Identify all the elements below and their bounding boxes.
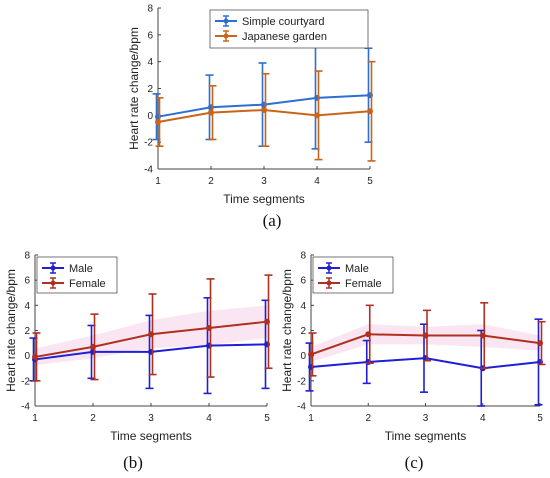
x-tick-label: 5	[264, 413, 270, 424]
legend: Simple courtyard Japanese garden	[209, 9, 369, 49]
data-point	[90, 343, 96, 350]
data-point	[261, 106, 267, 113]
legend-label: Female	[69, 278, 106, 290]
data-point	[308, 351, 314, 358]
chart-panel-1: -4 -2 0 2 4 6 8 1 2 3 4 5 Simple courtyard Japanese g…	[127, 4, 376, 230]
y-tick-label: 2	[24, 326, 30, 337]
x-axis-label: Time segments	[223, 192, 305, 206]
legend-box	[209, 9, 369, 49]
y-tick-label: 8	[147, 4, 153, 15]
series-2	[155, 60, 376, 162]
data-point	[365, 331, 372, 338]
panel-caption: (b)	[123, 453, 143, 472]
y-tick-label: 2	[300, 326, 306, 337]
data-point	[208, 109, 214, 116]
x-tick-label: 3	[261, 176, 267, 187]
legend-marker	[223, 18, 229, 24]
data-point	[148, 331, 154, 338]
y-axis-label: Heart rate change/bpm	[127, 27, 141, 150]
y-tick-label: 6	[24, 276, 30, 287]
x-tick-label: 1	[32, 413, 38, 424]
legend-label: Male	[345, 263, 369, 275]
y-tick-label: -4	[144, 165, 153, 176]
x-tick-label: 4	[314, 176, 320, 187]
y-tick-label: 0	[147, 111, 153, 122]
legend-marker	[50, 280, 56, 286]
y-axis-label: Heart rate change/bpm	[280, 269, 294, 392]
x-tick-label: 2	[90, 413, 96, 424]
legend: Male Female	[36, 256, 118, 294]
x-tick-label: 2	[365, 413, 371, 424]
y-tick-label: 2	[147, 84, 153, 95]
legend-marker	[223, 33, 229, 39]
legend-marker	[50, 265, 56, 271]
data-point	[264, 318, 270, 325]
x-tick-label: 4	[206, 413, 212, 424]
x-tick-label: 1	[155, 176, 161, 187]
data-point	[537, 340, 543, 347]
y-tick-label: 4	[24, 301, 30, 312]
series-1	[305, 318, 543, 407]
x-axis-label: Time segments	[110, 429, 192, 443]
y-axis-label: Heart rate change/bpm	[4, 269, 18, 392]
x-tick-label: 2	[208, 176, 214, 187]
x-tick-label: 5	[537, 413, 543, 424]
x-tick-label: 3	[423, 413, 429, 424]
chart-panel-3: -4 -2 0 2 4 6 8 1 2 3 4 5 Male Female Time segments Hea…	[280, 251, 546, 472]
panel-caption: (c)	[405, 453, 424, 472]
y-tick-label: -2	[144, 138, 153, 149]
y-tick-label: 6	[300, 276, 306, 287]
y-tick-label: 4	[147, 57, 153, 68]
y-tick-label: -2	[21, 376, 30, 387]
series-2	[308, 302, 546, 377]
data-point	[155, 119, 161, 126]
y-tick-label: 8	[300, 251, 306, 262]
data-point	[314, 112, 320, 119]
chart-panel-2: -4 -2 0 2 4 6 8 1 2 3 4 5 Male Female Time segments Hea…	[4, 251, 273, 472]
data-point	[206, 324, 212, 331]
legend-label: Japanese garden	[242, 31, 327, 43]
legend-marker	[326, 265, 332, 271]
data-point	[32, 353, 38, 360]
x-tick-label: 4	[480, 413, 486, 424]
legend-label: Simple courtyard	[242, 16, 325, 28]
y-tick-label: -4	[21, 402, 30, 413]
y-tick-label: -4	[297, 402, 306, 413]
legend-label: Male	[69, 263, 93, 275]
x-axis-label: Time segments	[385, 429, 467, 443]
data-point	[422, 332, 429, 339]
x-tick-label: 3	[148, 413, 154, 424]
y-tick-label: -2	[297, 376, 306, 387]
x-tick-label: 1	[308, 413, 314, 424]
y-tick-label: 0	[24, 351, 30, 362]
panel-caption: (a)	[263, 211, 282, 230]
legend: Male Female	[312, 256, 394, 294]
legend-marker	[326, 280, 332, 286]
data-point	[479, 332, 486, 339]
y-tick-label: 0	[300, 351, 306, 362]
data-point	[367, 108, 373, 115]
x-tick-label: 5	[367, 176, 373, 187]
y-tick-label: 8	[24, 251, 30, 262]
series-2	[32, 274, 273, 382]
legend-label: Female	[345, 278, 382, 290]
y-tick-label: 6	[147, 30, 153, 41]
y-tick-label: 4	[300, 301, 306, 312]
